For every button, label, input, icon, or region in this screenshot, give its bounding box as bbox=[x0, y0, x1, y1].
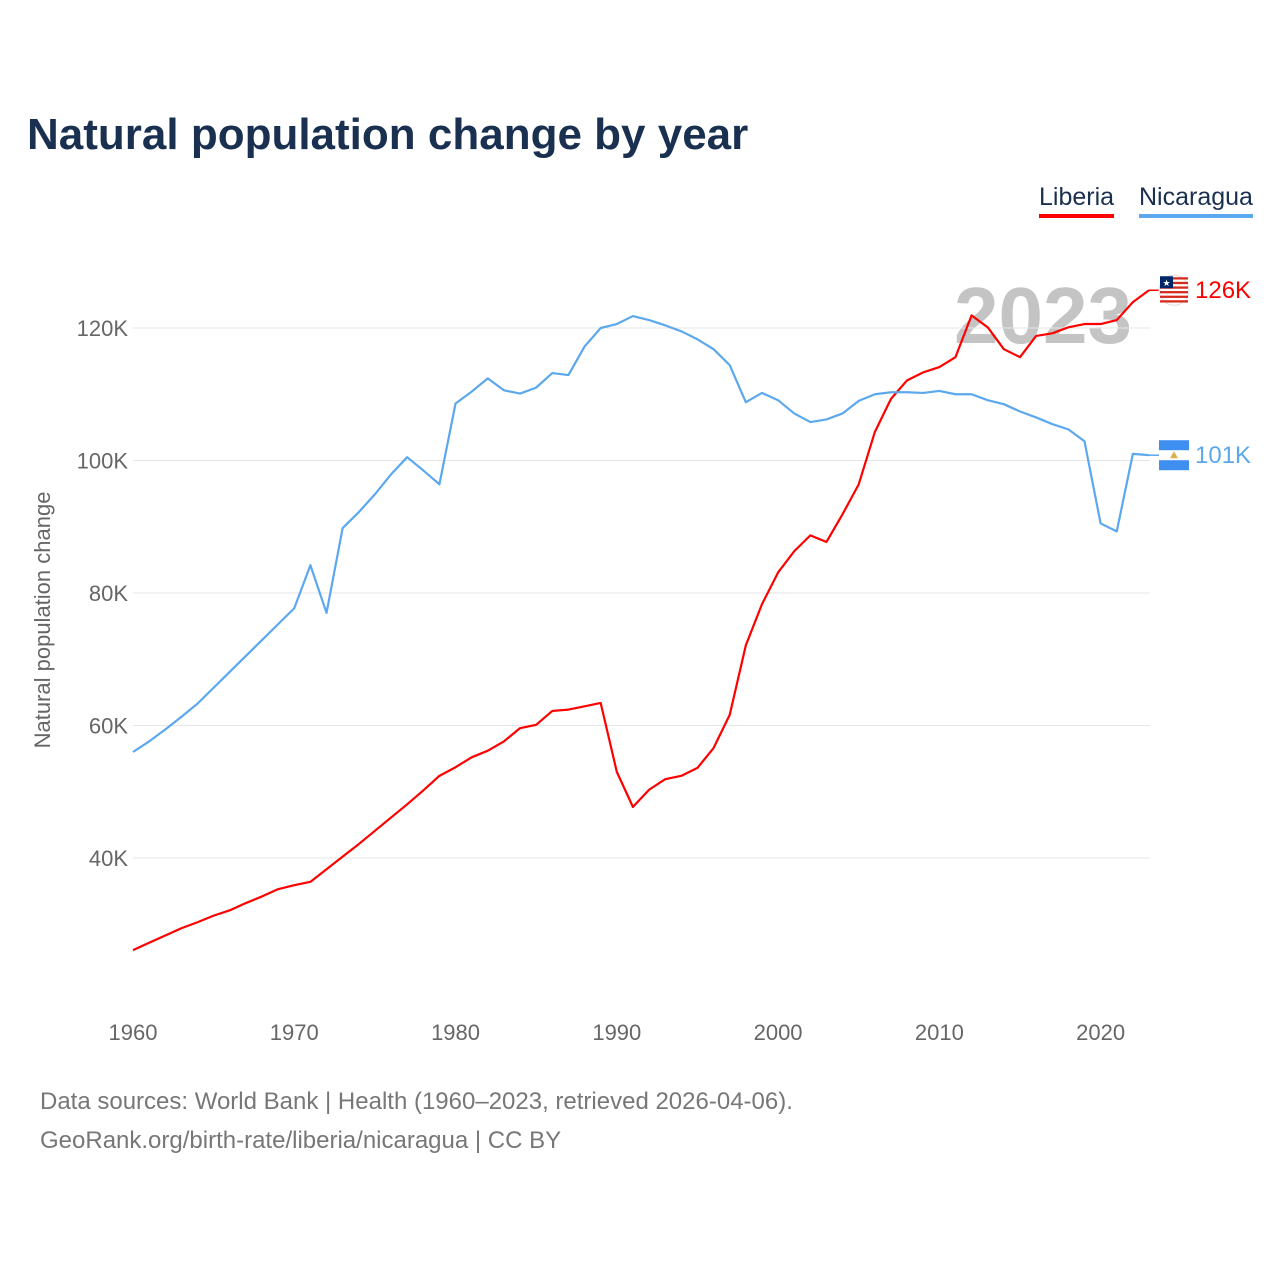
flag-stripe bbox=[1160, 291, 1188, 294]
x-tick-label: 1990 bbox=[592, 1020, 641, 1045]
flag-band bbox=[1159, 460, 1189, 471]
y-tick-label: 80K bbox=[89, 581, 128, 606]
flag-band bbox=[1159, 440, 1189, 451]
flag-stripe bbox=[1160, 277, 1188, 280]
footer-sources: Data sources: World Bank | Health (1960–… bbox=[40, 1088, 793, 1115]
chart-title: Natural population change by year bbox=[27, 110, 749, 159]
flag-stripe bbox=[1160, 300, 1188, 303]
flag-star: ★ bbox=[1162, 278, 1170, 288]
flag-stripe bbox=[1160, 295, 1188, 298]
y-axis-label: Natural population change bbox=[30, 492, 55, 749]
flag-stripe bbox=[1160, 281, 1188, 285]
flag-stripe bbox=[1160, 286, 1188, 289]
x-tick-label: 2020 bbox=[1076, 1020, 1125, 1045]
y-tick-label: 60K bbox=[89, 714, 128, 739]
y-tick-label: 100K bbox=[77, 449, 129, 474]
x-tick-label: 2010 bbox=[915, 1020, 964, 1045]
series-line-nicaragua bbox=[132, 314, 1150, 753]
footer-link[interactable]: GeoRank.org/birth-rate/liberia/nicaragua… bbox=[40, 1127, 562, 1154]
x-tick-label: 1960 bbox=[109, 1020, 158, 1045]
x-tick-label: 1980 bbox=[431, 1020, 480, 1045]
legend-item-liberia[interactable]: Liberia bbox=[1039, 183, 1115, 218]
flag-emblem bbox=[1170, 451, 1178, 459]
x-tick-label: 1970 bbox=[270, 1020, 319, 1045]
series-line-liberia bbox=[132, 289, 1150, 952]
end-value-label-nicaragua: 101K bbox=[1195, 442, 1251, 469]
year-watermark: 2023 bbox=[954, 271, 1132, 360]
y-tick-label: 120K bbox=[77, 316, 129, 341]
y-tick-label: 40K bbox=[89, 846, 128, 871]
x-tick-label: 2000 bbox=[754, 1020, 803, 1045]
flag-canton bbox=[1160, 276, 1173, 289]
legend-item-nicaragua[interactable]: Nicaragua bbox=[1139, 183, 1253, 218]
end-value-label-liberia: 126K bbox=[1195, 277, 1251, 304]
